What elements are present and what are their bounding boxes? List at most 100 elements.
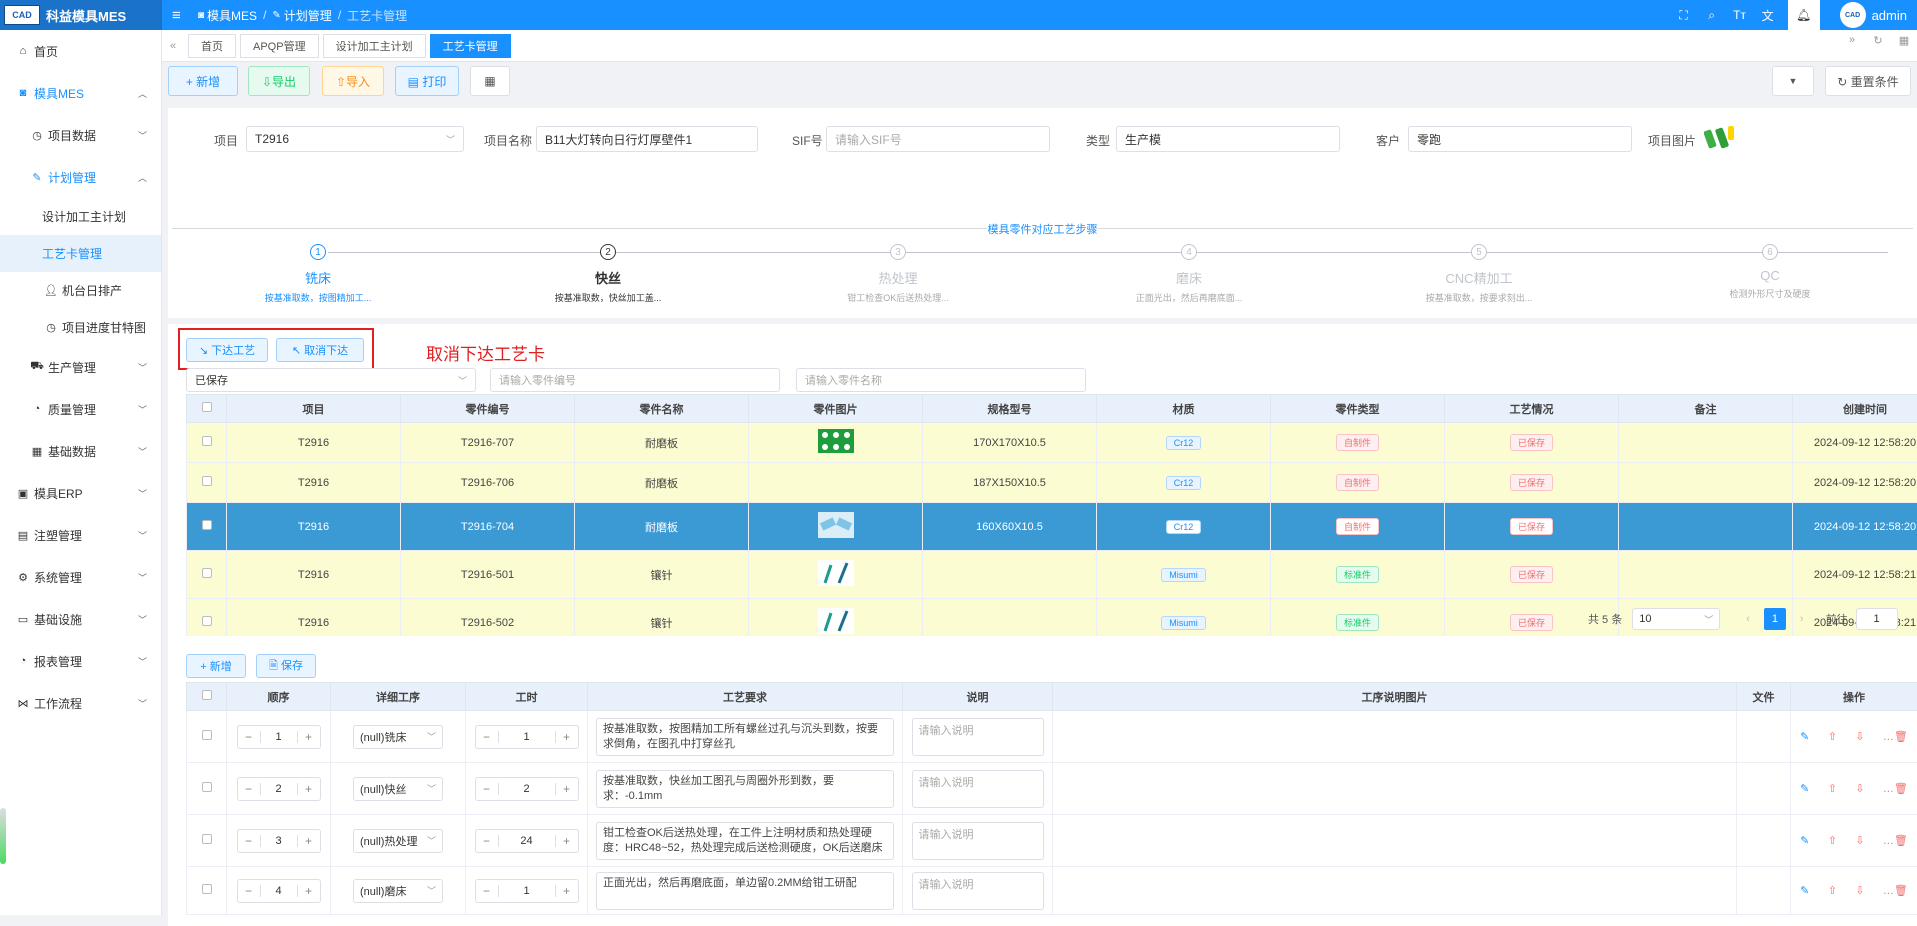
col-part-image[interactable]: 零件图片 — [749, 395, 923, 423]
minus-icon[interactable]: − — [238, 884, 260, 898]
row-checkbox[interactable] — [202, 616, 212, 626]
next-page-icon[interactable]: › — [1800, 613, 1804, 625]
prev-page-icon[interactable]: ‹ — [1746, 613, 1750, 625]
sidebar-item-gantt[interactable]: ◷项目进度甘特图 — [0, 309, 161, 346]
part-no-input[interactable]: 请输入零件编号 — [490, 368, 780, 392]
font-size-icon[interactable]: Tт — [1726, 8, 1754, 22]
customer-input[interactable]: 零跑 — [1408, 126, 1632, 152]
requirement-textarea[interactable]: 正面光出，然后再磨底面，单边留0.2MM给钳工研配 — [596, 872, 894, 910]
step-select[interactable]: (null)快丝﹀ — [353, 777, 443, 801]
tabs-scroll-right-icon[interactable]: » — [1839, 34, 1865, 47]
order-stepper[interactable]: −2+ — [237, 777, 321, 801]
sidebar-item-mold-mes[interactable]: ◙模具MES︿ — [0, 72, 161, 114]
upload-icon[interactable]: ⇧ — [1828, 782, 1837, 795]
part-image[interactable] — [749, 503, 923, 551]
add-process-button[interactable]: + 新增 — [186, 654, 246, 678]
reset-filter-button[interactable]: ↻ 重置条件 — [1825, 66, 1911, 96]
download-icon[interactable]: ⇩ — [1855, 834, 1864, 847]
save-process-button[interactable]: 🗎 保存 — [256, 654, 316, 678]
issue-process-button[interactable]: ↘ 下达工艺 — [186, 338, 268, 362]
order-stepper[interactable]: −4+ — [237, 879, 321, 903]
download-icon[interactable]: ⇩ — [1855, 730, 1864, 743]
note-textarea[interactable]: 请输入说明 — [912, 822, 1044, 860]
col-created[interactable]: 创建时间 — [1793, 395, 1917, 423]
hours-stepper[interactable]: −2+ — [475, 777, 579, 801]
sidebar-item-injection[interactable]: ▤注塑管理﹀ — [0, 514, 161, 556]
page-size-select[interactable]: 10﹀ — [1632, 608, 1720, 630]
row-checkbox[interactable] — [202, 884, 212, 894]
translate-icon[interactable]: 文 — [1754, 7, 1782, 24]
process-select-all-checkbox[interactable] — [187, 683, 227, 711]
hours-stepper[interactable]: −1+ — [475, 725, 579, 749]
download-icon[interactable]: ⇩ — [1855, 782, 1864, 795]
row-checkbox[interactable] — [202, 782, 212, 792]
breadcrumb-item-0[interactable]: 模具MES — [207, 7, 257, 24]
tab-process-card[interactable]: 工艺卡管理 — [430, 34, 511, 58]
part-image[interactable] — [749, 423, 923, 463]
step-select[interactable]: (null)磨床﹀ — [353, 879, 443, 903]
order-stepper[interactable]: −1+ — [237, 725, 321, 749]
table-row-selected[interactable]: T2916 T2916-704 耐磨板 160X60X10.5 Cr12 自制件… — [187, 503, 1917, 551]
step-3[interactable]: 3 热处理 钳工检查OK后送热处理... — [798, 244, 998, 304]
note-textarea[interactable]: 请输入说明 — [912, 872, 1044, 910]
step-2[interactable]: 2 快丝 按基准取数，快丝加工盖... — [508, 244, 708, 304]
sidebar-item-machine-schedule[interactable]: 👤︎机台日排产 — [0, 272, 161, 309]
requirement-textarea[interactable]: 按基准取数，快丝加工图孔与周圈外形到数，要求：-0.1mm — [596, 770, 894, 808]
requirement-textarea[interactable]: 钳工检查OK后送热处理，在工件上注明材质和热处理硬度：HRC48~52，热处理完… — [596, 822, 894, 860]
col-process-status[interactable]: 工艺情况 — [1445, 395, 1619, 423]
step-5[interactable]: 5 CNC精加工 按基准取数，按要求刻出... — [1379, 244, 1579, 304]
plus-icon[interactable]: + — [298, 730, 320, 744]
fullscreen-icon[interactable]: ⛶ — [1670, 8, 1698, 23]
import-button[interactable]: ⇧导入 — [322, 66, 384, 96]
table-row[interactable]: T2916 T2916-706 耐磨板 187X150X10.5 Cr12 自制… — [187, 463, 1917, 503]
sidebar-resize-handle[interactable] — [0, 808, 6, 864]
step-1[interactable]: 1 铣床 按基准取数，按图精加工... — [218, 244, 418, 304]
col-part-type[interactable]: 零件类型 — [1271, 395, 1445, 423]
table-row[interactable]: T2916 T2916-501 镶针 Misumi 标准件 已保存 2024-0… — [187, 551, 1917, 599]
hours-stepper[interactable]: −1+ — [475, 879, 579, 903]
table-row[interactable]: T2916 T2916-707 耐磨板 170X170X10.5 Cr12 自制… — [187, 423, 1917, 463]
minus-icon[interactable]: − — [476, 730, 498, 744]
logo-area[interactable]: CAD 科益模具MES — [0, 0, 162, 30]
edit-icon[interactable]: ✎ — [1800, 884, 1809, 897]
print-button[interactable]: ▤ 打印 — [395, 66, 459, 96]
minus-icon[interactable]: − — [476, 782, 498, 796]
sidebar-item-process-card[interactable]: 工艺卡管理 — [0, 235, 161, 272]
row-checkbox[interactable] — [202, 520, 212, 530]
delete-icon[interactable]: …🗑︎ — [1883, 782, 1908, 795]
tabs-scroll-left-icon[interactable]: « — [162, 40, 184, 52]
plus-icon[interactable]: + — [556, 884, 578, 898]
plus-icon[interactable]: + — [298, 884, 320, 898]
minus-icon[interactable]: − — [238, 782, 260, 796]
tab-master-plan[interactable]: 设计加工主计划 — [323, 34, 426, 58]
part-image[interactable] — [749, 551, 923, 599]
row-checkbox[interactable] — [202, 834, 212, 844]
plus-icon[interactable]: + — [556, 782, 578, 796]
step-select[interactable]: (null)铣床﹀ — [353, 725, 443, 749]
sidebar-item-system[interactable]: ⚙系统管理﹀ — [0, 556, 161, 598]
row-checkbox[interactable] — [202, 436, 212, 446]
edit-icon[interactable]: ✎ — [1800, 730, 1809, 743]
sidebar-item-infrastructure[interactable]: ▭基础设施﹀ — [0, 598, 161, 640]
project-image[interactable] — [1704, 124, 1738, 150]
sif-input[interactable]: 请输入SIF号 — [826, 126, 1050, 152]
col-part-no[interactable]: 零件编号 — [401, 395, 575, 423]
project-name-input[interactable]: B11大灯转向日行灯厚壁件1 — [536, 126, 758, 152]
part-name-input[interactable]: 请输入零件名称 — [796, 368, 1086, 392]
export-button[interactable]: ⇩导出 — [248, 66, 310, 96]
delete-icon[interactable]: …🗑︎ — [1883, 884, 1908, 897]
delete-icon[interactable]: …🗑︎ — [1883, 730, 1908, 743]
add-button[interactable]: + 新增 — [168, 66, 238, 96]
plus-icon[interactable]: + — [298, 782, 320, 796]
col-spec[interactable]: 规格型号 — [923, 395, 1097, 423]
edit-icon[interactable]: ✎ — [1800, 782, 1809, 795]
plus-icon[interactable]: + — [556, 730, 578, 744]
search-icon[interactable]: ⌕ — [1698, 8, 1726, 23]
minus-icon[interactable]: − — [238, 730, 260, 744]
select-all-checkbox[interactable] — [187, 395, 227, 423]
delete-icon[interactable]: …🗑︎ — [1883, 834, 1908, 847]
type-input[interactable]: 生产模 — [1116, 126, 1340, 152]
upload-icon[interactable]: ⇧ — [1828, 884, 1837, 897]
dropdown-button[interactable]: ▼ — [1772, 66, 1814, 96]
order-stepper[interactable]: −3+ — [237, 829, 321, 853]
